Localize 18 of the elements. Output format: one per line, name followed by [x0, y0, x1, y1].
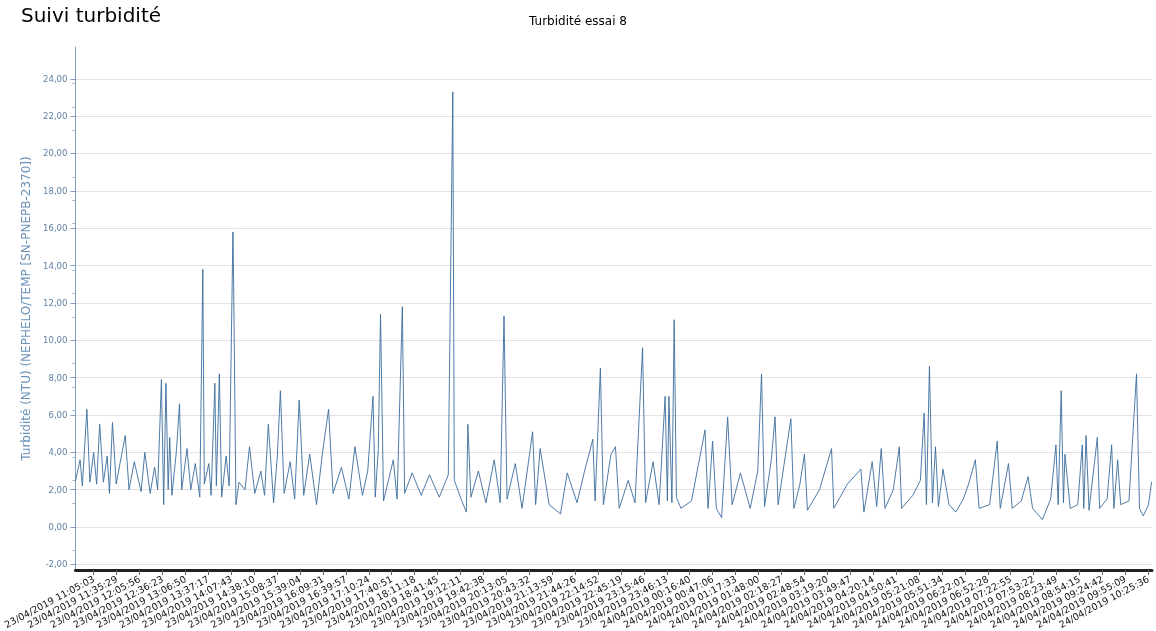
y-tick-label: 10,00 — [43, 335, 68, 346]
y-tick-label: 20,00 — [43, 148, 68, 159]
y-tick-label: 2,00 — [48, 484, 68, 495]
y-tick-label: 24,00 — [43, 73, 68, 84]
y-tick-label: 6,00 — [48, 409, 68, 420]
y-tick-label: 22,00 — [43, 111, 68, 122]
y-tick-label: 8,00 — [48, 372, 68, 383]
line-series — [75, 91, 1152, 521]
y-tick-label: 12,00 — [43, 297, 68, 308]
y-tick-label: 16,00 — [43, 223, 68, 234]
chart-subtitle: Turbidité essai 8 — [528, 14, 627, 28]
y-tick-label: 0,00 — [48, 522, 68, 533]
y-tick-label: 18,00 — [43, 185, 68, 196]
y-tick-label: 14,00 — [43, 260, 68, 271]
y-axis-title: Turbidité (NTU) (NEPHELO/TEMP [SN-PNEPB-2370]) — [19, 156, 34, 462]
y-tick-label: 4,00 — [48, 447, 68, 458]
chart-title: Suivi turbidité — [21, 3, 162, 27]
y-tick-label: -2,00 — [45, 559, 68, 570]
